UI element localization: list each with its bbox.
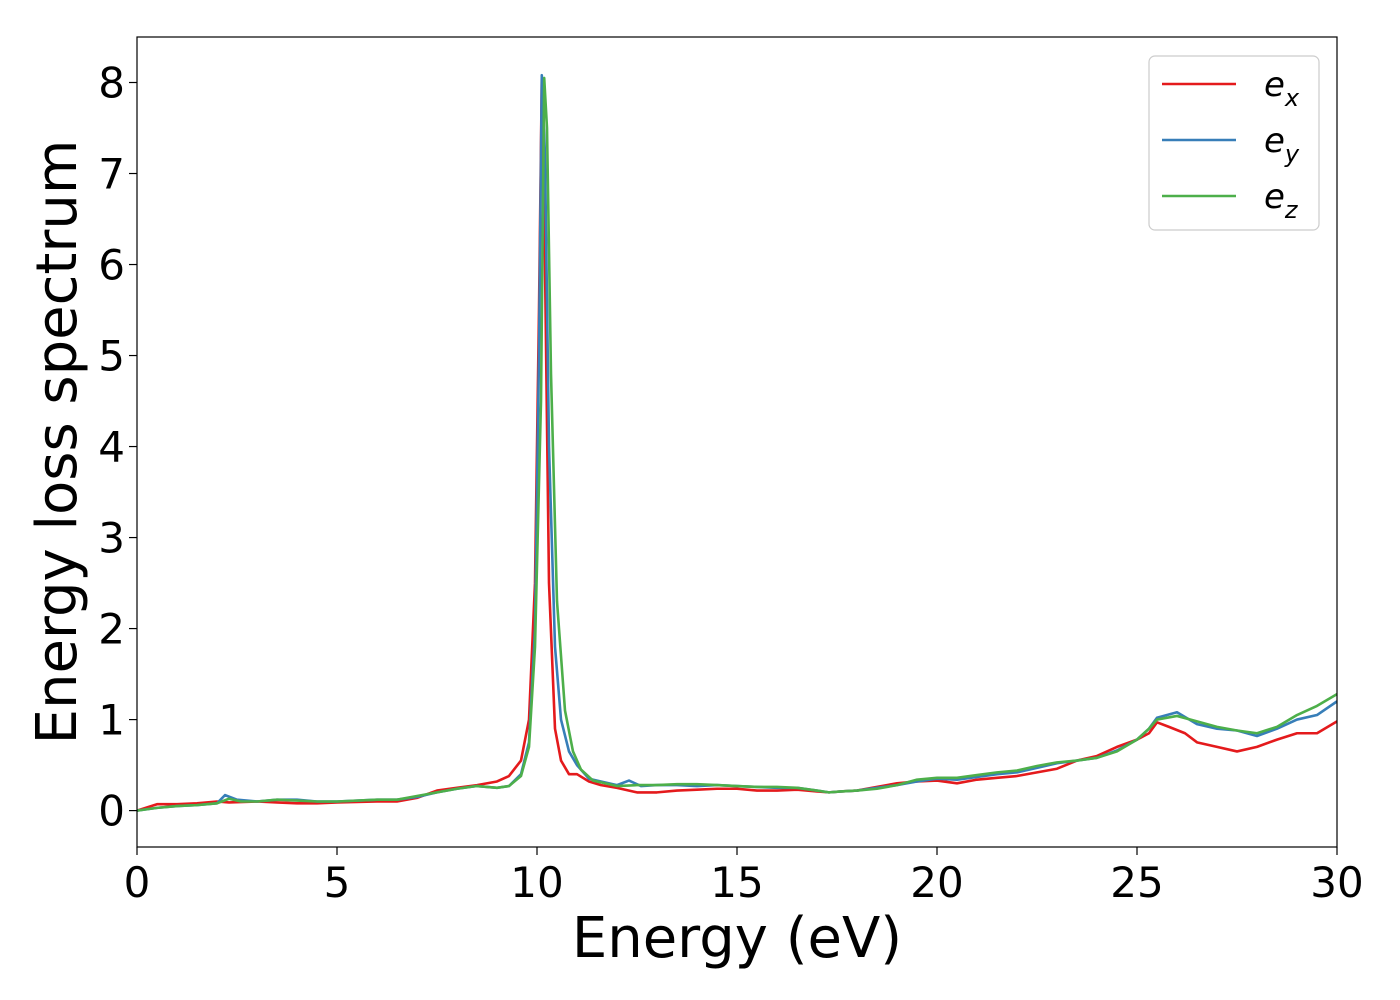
x-tick-label: 5 [324,858,351,907]
y-tick-label: 8 [98,59,125,108]
x-axis-title: Energy (eV) [572,906,902,971]
y-axis-ticks: 0 1 2 3 4 5 6 7 8 [98,59,137,836]
y-tick-label: 0 [98,787,125,836]
x-tick-label: 25 [1110,858,1163,907]
y-axis-title: Energy loss spectrum [25,140,90,745]
y-tick-label: 7 [98,150,125,199]
legend-box [1148,55,1320,231]
x-axis-ticks: 0 5 10 15 20 25 30 [124,847,1364,907]
series-layer [137,73,1337,812]
x-tick-label: 10 [510,858,563,907]
x-tick-label: 0 [124,858,151,907]
x-tick-label: 15 [710,858,763,907]
series-line-z [137,76,1337,812]
y-tick-label: 6 [98,241,125,290]
y-tick-label: 4 [98,423,125,472]
y-tick-label: 5 [98,332,125,381]
y-tick-label: 2 [98,605,125,654]
x-tick-label: 20 [910,858,963,907]
y-tick-label: 1 [98,696,125,745]
x-tick-label: 30 [1310,858,1363,907]
y-tick-label: 3 [98,514,125,563]
